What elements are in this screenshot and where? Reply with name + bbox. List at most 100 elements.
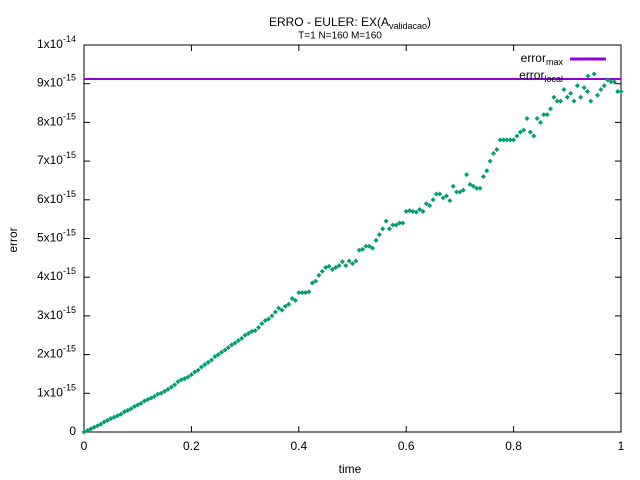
data-point: [98, 421, 104, 427]
y-tick-label-base: 5x10: [37, 231, 63, 245]
data-point: [370, 245, 376, 251]
data-point: [232, 340, 238, 346]
legend-name: error: [519, 68, 544, 82]
y-tick-label: 3x10-15: [37, 305, 76, 322]
y-tick-label: 1x10-14: [37, 34, 76, 51]
data-point: [578, 94, 584, 100]
data-point: [511, 137, 517, 143]
data-point: [598, 87, 604, 93]
data-point: [205, 359, 211, 365]
data-point: [591, 71, 597, 77]
data-point: [561, 87, 567, 93]
data-point: [454, 189, 460, 195]
data-point: [386, 226, 392, 232]
legend-name: error: [521, 51, 546, 65]
data-point: [457, 189, 463, 195]
data-point: [490, 150, 496, 156]
data-point: [400, 220, 406, 226]
data-point: [407, 208, 413, 214]
data-point: [185, 374, 191, 380]
data-point: [413, 209, 419, 215]
data-point: [309, 280, 315, 286]
data-point: [484, 168, 490, 174]
data-point: [222, 347, 228, 353]
data-point: [286, 301, 292, 307]
data-point: [346, 258, 352, 264]
data-point: [420, 208, 426, 214]
data-point: [558, 98, 564, 104]
data-point: [601, 83, 607, 89]
data-point: [433, 191, 439, 197]
y-tick-label-base: 8x10: [37, 115, 63, 129]
data-point: [155, 391, 161, 397]
data-point: [175, 379, 181, 385]
data-point: [229, 342, 235, 348]
data-point: [571, 98, 577, 104]
y-tick-label: 4x10-15: [37, 267, 76, 284]
data-point: [501, 137, 507, 143]
data-point: [460, 187, 466, 193]
data-point: [618, 88, 624, 94]
y-tick-label-base: 9x10: [37, 76, 63, 90]
legend-marker: [585, 73, 591, 79]
y-tick-label-exponent: -15: [63, 112, 76, 122]
y-tick-label-base: 2x10: [37, 347, 63, 361]
x-tick-label: 0.2: [183, 439, 200, 453]
data-point: [608, 79, 614, 85]
data-point: [548, 106, 554, 112]
data-point: [373, 237, 379, 243]
data-point: [225, 345, 231, 351]
data-point: [272, 309, 278, 315]
x-tick-label: 0.8: [505, 439, 522, 453]
data-point: [168, 384, 174, 390]
data-point: [282, 303, 288, 309]
x-axis-label: time: [339, 462, 362, 476]
data-point: [256, 325, 262, 331]
x-tick-label: 1: [618, 439, 625, 453]
data-point: [611, 79, 617, 85]
data-point: [329, 266, 335, 272]
x-tick-label: 0: [81, 439, 88, 453]
data-point: [588, 98, 594, 104]
title-subscript: validacao: [389, 21, 427, 31]
data-point: [393, 222, 399, 228]
title-end: ): [427, 15, 431, 29]
data-point: [198, 364, 204, 370]
y-tick-label-exponent: -15: [63, 383, 76, 393]
data-point: [605, 77, 611, 83]
data-point: [242, 332, 248, 338]
legend-subscript: local: [544, 74, 563, 84]
data-point: [239, 335, 245, 341]
data-point: [574, 83, 580, 89]
data-point: [477, 185, 483, 191]
data-point: [544, 112, 550, 118]
data-point: [292, 297, 298, 303]
data-point: [289, 295, 295, 301]
data-point: [403, 208, 409, 214]
y-tick-label: 7x10-15: [37, 150, 76, 167]
y-tick-label: 0: [69, 424, 76, 438]
data-point: [410, 208, 416, 214]
y-tick-label: 5x10-15: [37, 228, 76, 245]
data-point: [430, 197, 436, 203]
y-tick-label-base: 1x10: [37, 37, 63, 51]
y-tick-label: 6x10-15: [37, 189, 76, 206]
data-point: [209, 357, 215, 363]
data-point: [464, 172, 470, 178]
data-point: [316, 272, 322, 278]
y-tick-label-base: 1x10: [37, 385, 63, 399]
legend-label: errormax: [521, 51, 564, 67]
data-point: [554, 98, 560, 104]
data-point: [306, 289, 312, 295]
data-point: [339, 259, 345, 265]
data-point: [517, 129, 523, 135]
data-point: [437, 191, 443, 197]
data-point: [269, 313, 275, 319]
data-point: [162, 388, 168, 394]
chart-subtitle: T=1 N=160 M=160: [298, 31, 382, 42]
data-point: [447, 198, 453, 204]
data-point: [390, 222, 396, 228]
y-tick-label-exponent: -15: [63, 344, 76, 354]
data-point: [423, 201, 429, 207]
